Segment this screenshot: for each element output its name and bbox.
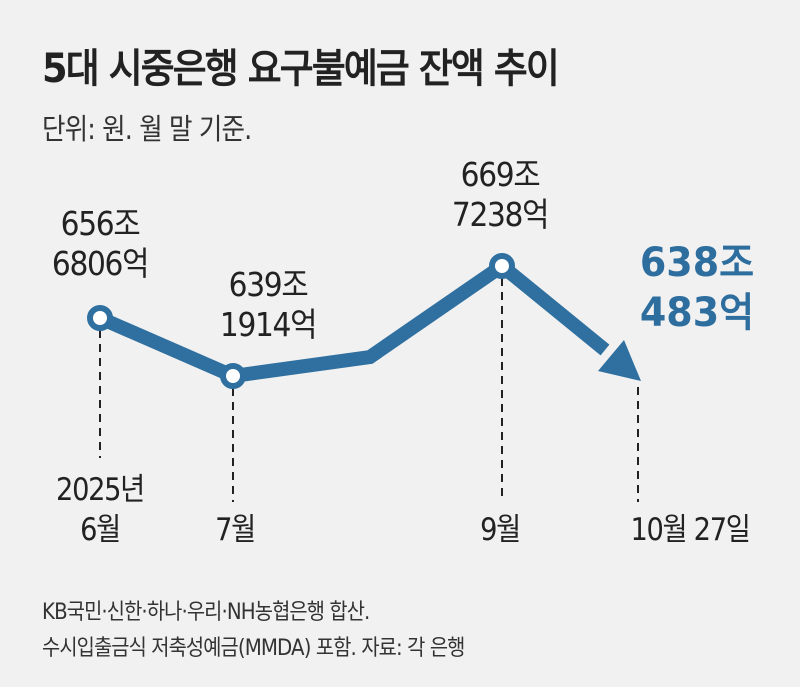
data-label-sep: 669조 7238억 [451, 155, 550, 235]
data-label-jun-eok: 6806억 [51, 244, 150, 283]
x-label-sep-month: 9월 [480, 512, 521, 548]
data-label-jun: 656조 6806억 [51, 204, 150, 284]
x-label-oct: 10월 27일 [630, 510, 750, 550]
x-label-jun-month: 6월 [80, 512, 121, 548]
data-point-sep [489, 253, 515, 279]
data-label-oct-highlight: 638조 483억 [640, 238, 754, 338]
chart-title: 5대 시중은행 요구불예금 잔액 추이 [42, 46, 560, 92]
data-label-sep-eok: 7238억 [451, 195, 550, 234]
data-label-oct-jo: 638조 [639, 240, 755, 286]
data-point-jul [220, 363, 246, 389]
footnote-source: 수시입출금식 저축성예금(MMDA) 포함. 자료: 각 은행 [42, 636, 465, 661]
data-label-jul-eok: 1914억 [219, 305, 318, 344]
data-label-jul-jo: 639조 [228, 265, 309, 304]
x-label-jun: 2025년 6월 [56, 470, 145, 550]
footnote-banks: KB국민·신한·하나·우리·NH농협은행 합산. [42, 600, 370, 625]
data-label-oct-eok: 483억 [639, 290, 755, 336]
data-point-jun [87, 305, 113, 331]
data-label-jun-jo: 656조 [60, 204, 141, 243]
x-label-sep: 9월 [480, 510, 521, 550]
x-label-jul: 7월 [215, 510, 256, 550]
x-label-year: 2025년 [56, 472, 145, 508]
data-label-jul: 639조 1914억 [219, 265, 318, 345]
x-label-oct-date: 10월 27일 [630, 512, 750, 548]
trend-arrow-head [598, 340, 641, 381]
trend-line [97, 257, 610, 384]
chart-subtitle: 단위: 원. 월 말 기준. [42, 112, 252, 146]
guide-lines [99, 278, 639, 502]
x-label-jul-month: 7월 [215, 512, 256, 548]
data-label-sep-jo: 669조 [460, 155, 541, 194]
